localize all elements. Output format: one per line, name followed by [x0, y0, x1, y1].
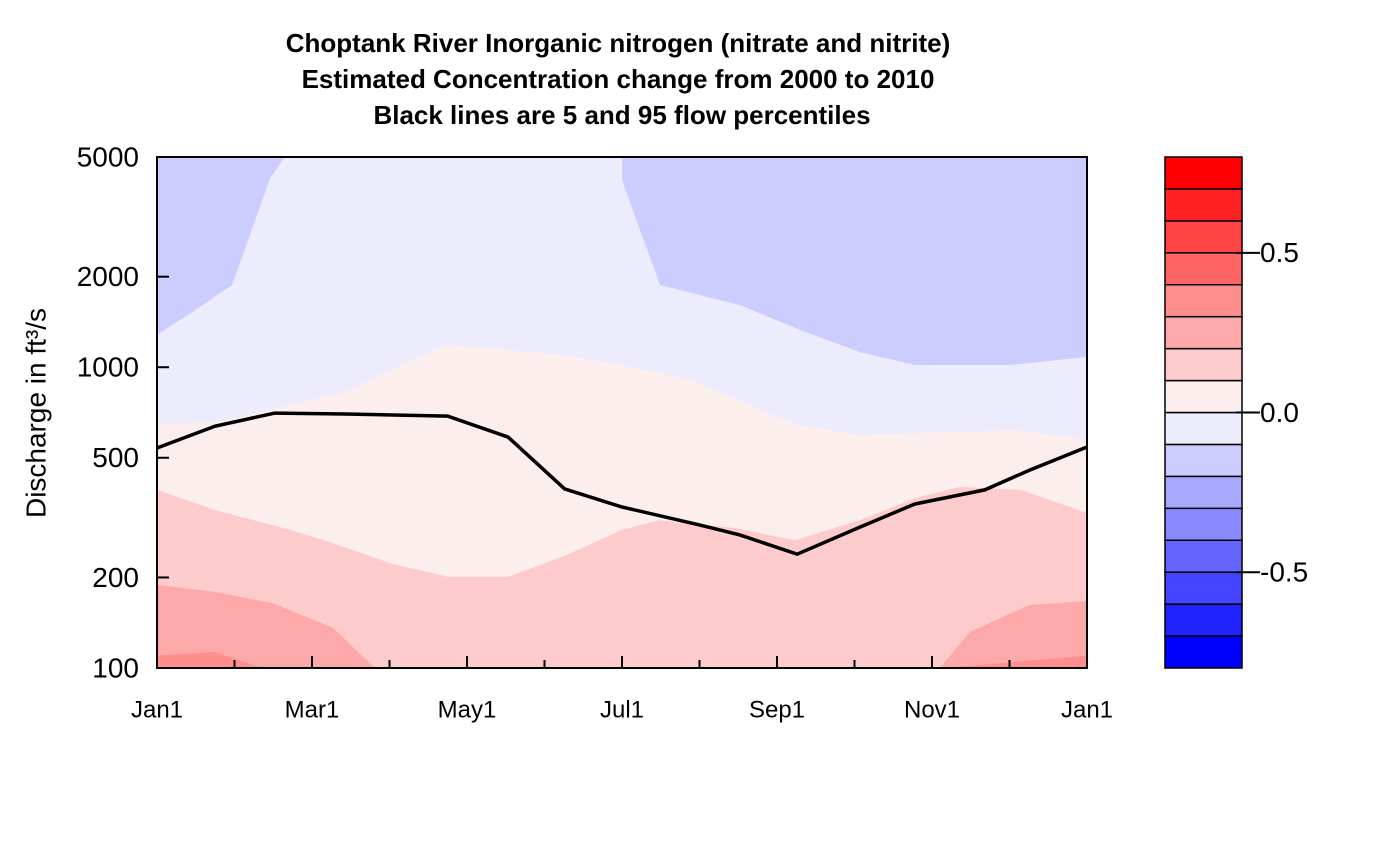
colorbar-box [1164, 284, 1243, 318]
chart-title: Choptank River Inorganic nitrogen (nitra… [286, 28, 951, 58]
chart-title: Black lines are 5 and 95 flow percentile… [373, 100, 870, 130]
x-tick-label: Sep1 [749, 696, 805, 723]
colorbar-box [1164, 188, 1243, 222]
colorbar-box [1164, 156, 1243, 190]
colorbar-box [1164, 411, 1243, 446]
colorbar-tick-label: 0.5 [1260, 237, 1299, 268]
x-tick-label: Mar1 [285, 696, 340, 723]
x-tick-label: Jan1 [1061, 696, 1113, 723]
x-tick-label: Jul1 [600, 696, 644, 723]
y-tick-label: 100 [92, 652, 139, 683]
y-tick-label: 200 [92, 562, 139, 593]
colorbar-box [1164, 252, 1243, 286]
contour-region [157, 157, 1087, 366]
colorbar-box [1164, 635, 1243, 669]
colorbar-box [1164, 603, 1243, 637]
colorbar-box [1164, 347, 1243, 382]
colorbar-tick-label: 0.0 [1260, 397, 1299, 428]
colorbar-box [1164, 315, 1243, 350]
colorbar-box [1164, 539, 1243, 573]
y-tick-label: 2000 [77, 261, 139, 292]
colorbar-box [1164, 571, 1243, 605]
x-tick-label: May1 [438, 696, 497, 723]
percentile-line [156, 411, 1088, 557]
x-tick-label: Nov1 [904, 696, 960, 723]
y-tick-label: 500 [92, 442, 139, 473]
colorbar-box [1164, 507, 1243, 541]
colorbar-box [1164, 443, 1243, 478]
colorbar-box [1164, 475, 1243, 510]
colorbar-box [1164, 220, 1243, 254]
y-tick-label: 1000 [77, 352, 139, 383]
y-tick-label: 5000 [77, 141, 139, 172]
x-tick-label: Jan1 [131, 696, 183, 723]
colorbar-tick-label: -0.5 [1260, 557, 1308, 588]
chart-title: Estimated Concentration change from 2000… [302, 64, 935, 94]
colorbar-box [1164, 379, 1243, 414]
y-axis-label: Discharge in ft³/s [20, 308, 51, 518]
